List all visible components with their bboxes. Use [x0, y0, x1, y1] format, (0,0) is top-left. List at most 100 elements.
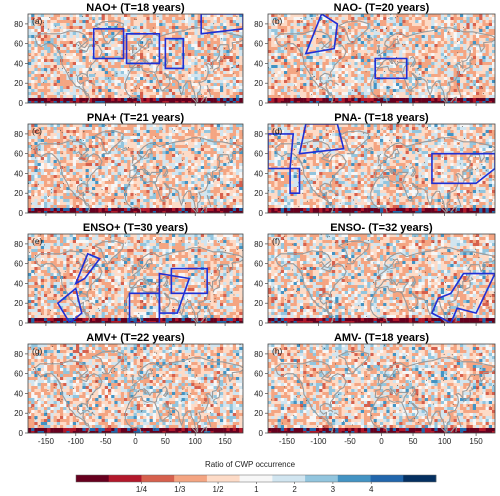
panel-pna-neg: PNA- (T=18 years) (d) 0 20 40 60 80 [254, 112, 496, 218]
panel-label: (b) [272, 16, 283, 26]
region-boxes [430, 272, 495, 323]
region-boxes [92, 14, 243, 70]
x-tick-label: -50 [100, 437, 112, 446]
y-tick-label: 20 [14, 79, 23, 88]
coastlines [34, 130, 243, 213]
y-tick-label: 40 [254, 59, 263, 68]
colorbar-tick-label: 1/2 [212, 485, 224, 494]
region-box [92, 28, 125, 60]
coastlines [275, 240, 495, 323]
panel-title: ENSO+ (T=30 years) [83, 222, 189, 234]
region-boxes [56, 252, 208, 323]
panel-label: (d) [272, 126, 283, 136]
colorbar-swatch [272, 475, 306, 482]
y-tick-label: 60 [254, 370, 263, 379]
y-tick-label: 0 [19, 319, 24, 328]
region-box [74, 252, 101, 286]
coastlines [34, 20, 243, 103]
y-tick-label: 40 [14, 389, 23, 398]
y-tick-label: 20 [254, 299, 263, 308]
coastlines [34, 350, 243, 433]
heatmap-field [268, 344, 495, 433]
heatmap-field [28, 124, 243, 213]
colorbar-swatch [141, 475, 175, 482]
y-tick-label: 0 [19, 429, 24, 438]
colorbar: 1/4 1/3 1/2 1 2 3 4 [75, 474, 437, 494]
x-tick-label: 0 [133, 437, 138, 446]
panel-label: (c) [32, 126, 42, 136]
y-tick-label: 20 [14, 409, 23, 418]
y-tick-label: 60 [14, 40, 23, 49]
region-box [170, 267, 208, 295]
colorbar-swatch [305, 475, 339, 482]
panel-nao-neg: NAO- (T=20 years) (b) 0 20 40 60 80 [254, 2, 496, 108]
panel-label: (e) [32, 236, 43, 246]
x-tick-label: -50 [344, 437, 356, 446]
y-tick-label: 0 [19, 99, 24, 108]
coastlines [275, 20, 495, 103]
colorbar-title: Ratio of CWP occurrence [205, 460, 296, 469]
colorbar-tick-label: 1/3 [174, 485, 186, 494]
y-tick-label: 60 [14, 370, 23, 379]
panel-amv-neg: AMV- (T=18 years) (h) -150 -100 -50 0 50 100 150… [254, 332, 496, 446]
y-tick-label: 0 [259, 319, 264, 328]
y-tick-label: 60 [254, 150, 263, 159]
x-tick-label: 50 [409, 437, 418, 446]
panel-enso-neg: ENSO- (T=32 years) (f) 0 20 40 60 80 [254, 222, 496, 328]
colorbar-swatch [206, 475, 240, 482]
y-tick-label: 80 [14, 350, 23, 359]
y-tick-label: 40 [14, 59, 23, 68]
y-tick-label: 80 [14, 240, 23, 249]
y-tick-label: 40 [254, 389, 263, 398]
panel-title: AMV- (T=18 years) [334, 332, 429, 344]
y-tick-label: 80 [14, 130, 23, 139]
x-tick-label: -150 [38, 437, 55, 446]
colorbar-swatch [370, 475, 404, 482]
y-tick-label: 40 [254, 169, 263, 178]
panel-label: (f) [272, 236, 280, 246]
y-tick-label: 0 [19, 209, 24, 218]
x-tick-label: 100 [438, 437, 452, 446]
region-boxes [268, 124, 495, 195]
x-tick-label: 50 [161, 437, 170, 446]
y-tick-label: 80 [254, 350, 263, 359]
colorbar-swatch [76, 475, 110, 482]
x-tick-label: -100 [68, 437, 85, 446]
region-box [289, 167, 301, 195]
panel-title: ENSO- (T=32 years) [330, 222, 433, 234]
region-box [200, 14, 243, 35]
colorbar-tick-label: 4 [369, 485, 374, 494]
colorbar-tick-label: 1 [254, 485, 259, 494]
panel-title: PNA- (T=18 years) [334, 112, 429, 124]
y-tick-label: 60 [254, 260, 263, 269]
panel-amv-negpos: AMV+ (T=22 years) (g) -150 -100 -50 0 50 100 150… [14, 332, 244, 446]
region-box [430, 272, 495, 323]
region-box [431, 152, 495, 185]
colorbar-swatch [174, 475, 208, 482]
region-box [158, 272, 191, 314]
region-box [164, 37, 185, 70]
colorbar-tick-label: 1/4 [136, 485, 148, 494]
y-tick-label: 0 [259, 99, 264, 108]
region-box [298, 124, 345, 155]
panel-label: (g) [32, 346, 43, 356]
heatmap-field [28, 234, 243, 323]
y-tick-label: 60 [14, 260, 23, 269]
heatmap-field [268, 124, 495, 213]
region-boxes [304, 14, 408, 80]
y-tick-label: 0 [259, 429, 264, 438]
region-box [374, 57, 408, 80]
colorbar-swatch [403, 475, 437, 482]
y-tick-label: 20 [254, 79, 263, 88]
y-tick-label: 40 [14, 279, 23, 288]
colorbar-swatch [239, 475, 273, 482]
y-tick-label: 80 [14, 20, 23, 29]
x-tick-label: 100 [189, 437, 203, 446]
y-tick-label: 80 [254, 20, 263, 29]
y-tick-label: 0 [259, 209, 264, 218]
panel-enso-negpos: ENSO+ (T=30 years) (e) 0 20 40 60 80 [14, 222, 244, 328]
x-tick-label: 150 [218, 437, 232, 446]
coastlines [34, 240, 243, 323]
